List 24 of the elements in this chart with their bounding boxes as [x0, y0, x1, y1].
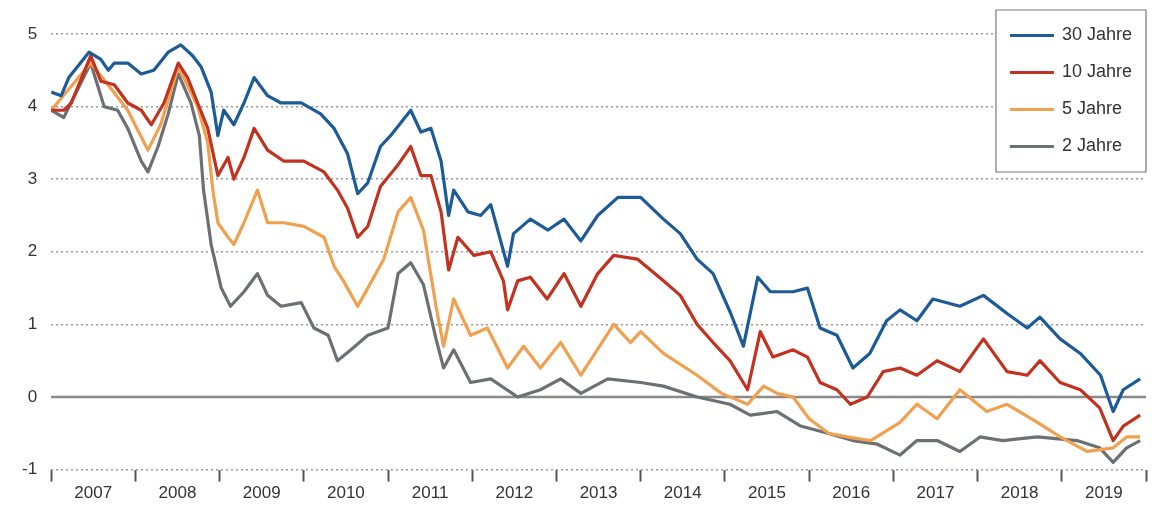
x-tick-label: 2007	[74, 483, 113, 503]
x-tick-label: 2018	[1000, 483, 1039, 503]
x-tick-label: 2009	[242, 483, 281, 503]
y-tick-label: 0	[27, 386, 38, 406]
y-tick-label: 2	[27, 241, 38, 261]
y-tick-label: 4	[27, 96, 38, 116]
y-tick-label: 5	[27, 23, 38, 43]
x-tick-label: 2014	[663, 483, 702, 503]
x-tick-label: 2016	[832, 483, 871, 503]
x-tick-label: 2010	[326, 483, 365, 503]
x-tick-label: 2015	[748, 483, 786, 503]
x-tick-label: 2017	[916, 483, 955, 503]
x-tick-label: 2013	[579, 483, 618, 503]
x-tick-label: 2019	[1084, 483, 1123, 503]
y-tick-label: 3	[27, 168, 38, 188]
legend-label: 5 Jahre	[1061, 98, 1122, 119]
y-tick-label: -1	[21, 459, 38, 479]
legend-label: 30 Jahre	[1061, 24, 1133, 45]
legend-label: 2 Jahre	[1061, 135, 1122, 156]
x-tick-label: 2008	[158, 483, 197, 503]
x-tick-label: 2012	[495, 483, 534, 503]
x-tick-label: 2011	[411, 483, 449, 503]
y-tick-label: 1	[27, 314, 38, 334]
legend-label: 10 Jahre	[1061, 61, 1133, 82]
